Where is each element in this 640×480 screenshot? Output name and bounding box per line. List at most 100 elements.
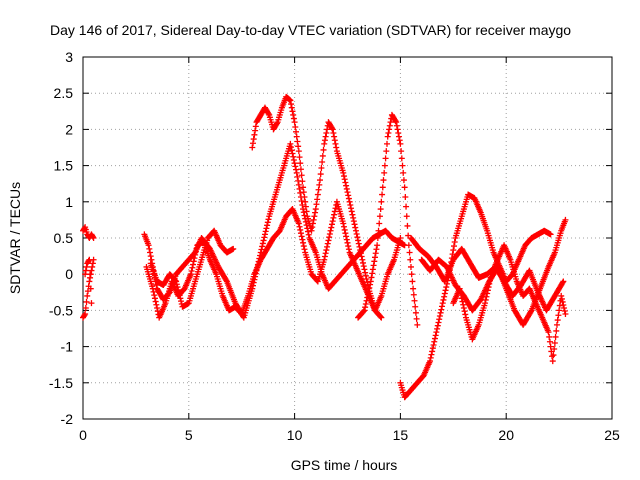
- data-point: [300, 209, 307, 216]
- y-tick-label: 3: [65, 49, 73, 65]
- y-axis-label: SDTVAR / TECUs: [7, 182, 23, 294]
- data-point: [376, 220, 383, 227]
- data-point: [400, 177, 407, 184]
- data-point: [331, 211, 338, 218]
- data-point: [252, 127, 259, 134]
- data-point: [483, 293, 490, 300]
- data-point: [382, 155, 389, 162]
- data-point: [296, 223, 303, 230]
- x-tick-label: 5: [185, 427, 193, 443]
- data-point: [370, 262, 377, 269]
- data-point: [89, 233, 96, 240]
- data-point: [409, 278, 416, 285]
- data-point: [328, 224, 335, 231]
- data-point: [376, 213, 383, 220]
- data-point: [556, 307, 563, 314]
- data-point: [85, 257, 92, 264]
- data-point: [193, 245, 200, 252]
- data-point: [368, 274, 375, 281]
- data-point: [149, 285, 156, 292]
- data-point: [273, 120, 280, 127]
- data-point: [383, 140, 390, 147]
- data-point: [312, 206, 319, 213]
- data-point: [356, 243, 363, 250]
- series-s3: [82, 256, 95, 307]
- data-point: [330, 130, 337, 137]
- data-point: [348, 205, 355, 212]
- data-point: [365, 288, 372, 295]
- data-point: [450, 247, 457, 254]
- data-point: [429, 345, 436, 352]
- data-point: [81, 312, 88, 319]
- data-point: [394, 126, 401, 133]
- data-point: [325, 237, 332, 244]
- data-point: [360, 259, 367, 266]
- data-point: [361, 266, 368, 273]
- data-point: [393, 119, 400, 126]
- data-point: [458, 295, 465, 302]
- y-tick-label: 0: [65, 266, 73, 282]
- data-point: [291, 160, 298, 167]
- data-point: [398, 155, 405, 162]
- data-point: [326, 234, 333, 241]
- data-point: [287, 97, 294, 104]
- x-tick-label: 20: [498, 427, 514, 443]
- y-tick-label: -1.5: [49, 375, 73, 391]
- data-point: [362, 304, 369, 311]
- data-point: [403, 203, 410, 210]
- data-point: [379, 184, 386, 191]
- y-tick-label: 1.5: [54, 158, 74, 174]
- data-point: [293, 169, 300, 176]
- data-point: [178, 298, 185, 305]
- data-point: [460, 304, 467, 311]
- data-point: [290, 111, 297, 118]
- data-point: [408, 271, 415, 278]
- data-point: [292, 163, 299, 170]
- data-point: [340, 173, 347, 180]
- data-point: [459, 298, 466, 305]
- data-point: [451, 243, 458, 250]
- data-point: [357, 247, 364, 254]
- data-point: [373, 246, 380, 253]
- data-point: [355, 237, 362, 244]
- data-point: [363, 276, 370, 283]
- data-point: [386, 126, 393, 133]
- data-point: [343, 236, 350, 243]
- data-point: [83, 298, 90, 305]
- data-point: [260, 237, 267, 244]
- data-point: [297, 230, 304, 237]
- y-tick-label: -0.5: [49, 302, 73, 318]
- data-point: [428, 351, 435, 358]
- data-point: [305, 231, 312, 238]
- data-point: [146, 245, 153, 252]
- data-point: [331, 137, 338, 144]
- y-tick-label: 2.5: [54, 85, 74, 101]
- data-point: [311, 213, 318, 220]
- y-tick-label: -1: [61, 339, 74, 355]
- data-point: [151, 292, 158, 299]
- data-point: [333, 144, 340, 151]
- data-point: [84, 292, 91, 299]
- data-point: [329, 126, 336, 133]
- data-point: [427, 358, 434, 365]
- data-point: [90, 235, 97, 241]
- data-point: [381, 169, 388, 176]
- data-point: [407, 263, 414, 270]
- data-point: [369, 266, 376, 273]
- data-point: [360, 263, 367, 270]
- data-point: [324, 243, 331, 250]
- data-point: [367, 278, 374, 285]
- data-point: [173, 281, 180, 288]
- data-point: [400, 169, 407, 176]
- data-point: [259, 243, 266, 250]
- data-point: [295, 143, 302, 150]
- data-point: [395, 133, 402, 140]
- y-tick-label: 1: [65, 194, 73, 210]
- data-point: [153, 301, 160, 308]
- data-points: [80, 93, 569, 401]
- data-point: [381, 162, 388, 169]
- data-point: [316, 181, 323, 188]
- data-point: [82, 311, 89, 318]
- data-point: [152, 298, 159, 305]
- data-point: [440, 296, 447, 303]
